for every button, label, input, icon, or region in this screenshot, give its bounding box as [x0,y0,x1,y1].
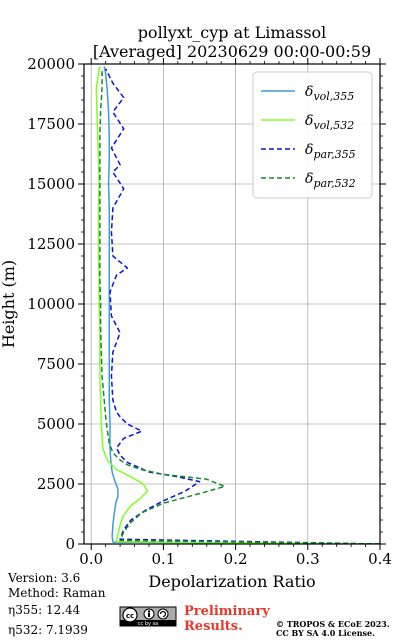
preliminary-line-2: Results. [184,619,243,634]
legend-box [252,71,373,199]
y-tick-label: 20000 [27,55,75,73]
y-tick-label: 10000 [27,295,75,313]
series-line-par-532 [99,68,380,544]
copyright-line-2: CC BY SA 4.0 License. [276,628,375,638]
grid-lines [84,63,381,545]
y-tick-label: 17500 [27,115,75,133]
series-line-vol-532 [95,66,380,544]
cc-license-badge: cc cc by sa [119,606,177,627]
legend-label: δvol,532 [305,113,354,132]
legend: δvol,355 δvol,532 δpar,355 δpar,532 [252,71,373,199]
y-axis-label: Height (m) [0,260,18,348]
svg-text:cc: cc [126,612,134,620]
method-text: Method: Raman [8,586,106,600]
y-tick-label: 0 [65,535,75,553]
cc-icon [122,607,138,623]
legend-label: δpar,532 [305,171,356,190]
sa-icon [157,608,169,620]
x-axis-label: Depolarization Ratio [148,572,315,591]
series-layer [95,66,380,544]
x-tick-label: 0.3 [296,550,320,568]
y-tick-label: 15000 [27,175,75,193]
chart-subtitle: [Averaged] 20230629 00:00-00:59 [93,42,371,61]
preliminary-line-1: Preliminary [184,604,270,619]
series-line-vol-355 [103,66,380,544]
legend-label: δpar,355 [305,142,356,161]
y-tick-label: 7500 [37,355,75,373]
y-tick-label: 12500 [27,235,75,253]
chart-title: pollyxt_cyp at Limassol [138,23,327,42]
x-tick-label: 0.1 [151,550,175,568]
eta355-text: η355: 12.44 [8,603,81,617]
copyright-line-1: © TROPOS & ECoE 2023. [276,619,390,629]
x-tick-label: 0.4 [368,550,392,568]
x-tick-label: 0.2 [224,550,248,568]
y-tick-label: 2500 [37,475,75,493]
x-tick-label: 0.0 [79,550,103,568]
eta532-text: η532: 7.1939 [8,623,88,637]
y-tick-label: 5000 [37,415,75,433]
version-text: Version: 3.6 [7,571,80,585]
badge-text: cc by sa [138,621,158,627]
series-line-par-355 [104,68,380,544]
ticks: 0.0 0.1 0.2 0.3 0.4 0 2500 5000 7500 10000 12500 15… [27,55,392,568]
legend-label: δvol,355 [305,84,354,103]
